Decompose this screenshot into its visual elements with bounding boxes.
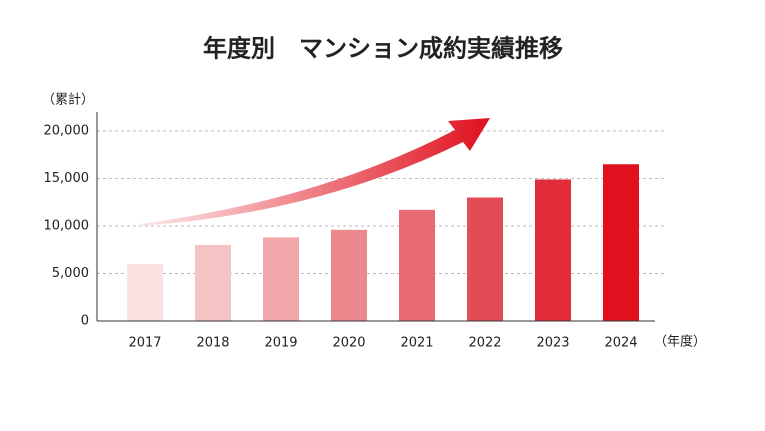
y-tick-label: 5,000 <box>52 266 89 281</box>
bar <box>399 209 435 321</box>
bar <box>603 164 639 321</box>
bar <box>467 197 503 321</box>
x-tick-label: 2017 <box>128 336 161 351</box>
y-tick-label: 20,000 <box>44 124 90 139</box>
x-tick-label: 2019 <box>264 336 297 351</box>
x-tick-label: 2020 <box>332 336 365 351</box>
bar <box>263 237 299 321</box>
bar <box>535 179 571 321</box>
bar <box>195 245 231 321</box>
x-tick-label: 2021 <box>400 336 433 351</box>
x-axis-label: （年度） <box>654 334 706 350</box>
x-tick-label: 2018 <box>196 336 229 351</box>
bar <box>127 264 163 321</box>
x-tick-label: 2023 <box>536 336 569 351</box>
x-tick-label: 2022 <box>468 336 501 351</box>
y-tick-label: 15,000 <box>44 171 90 186</box>
x-tick-label: 2024 <box>604 336 637 351</box>
chart-title: 年度別 マンション成約実績推移 <box>203 34 563 63</box>
trend-arrow <box>140 118 490 226</box>
bar <box>331 229 367 321</box>
y-tick-label: 0 <box>81 314 89 329</box>
y-axis-label: （累計） <box>42 92 94 108</box>
y-tick-label: 10,000 <box>44 219 90 234</box>
